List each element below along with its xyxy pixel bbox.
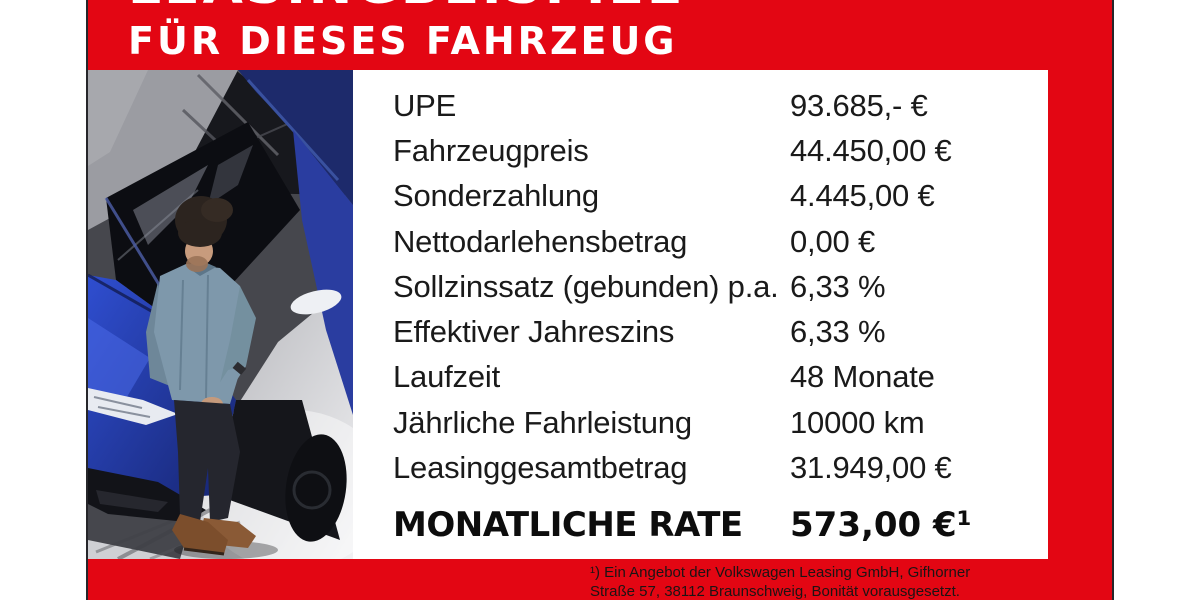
headlight (88, 388, 178, 425)
page-title-cutoff: LEASINGBEISPIEL (128, 0, 683, 12)
row-label: Jährliche Fahrleistung (393, 404, 692, 440)
row-value: 4.445,00 € (790, 178, 935, 214)
row-value: 10000 km (790, 404, 925, 440)
jeans (174, 400, 240, 522)
row-value: 44.450,00 € (790, 132, 952, 168)
row-value: 31.949,00 € (790, 450, 952, 486)
page-subtitle: FÜR DIESES FAHRZEUG (128, 19, 678, 63)
monthly-rate-row: MONATLICHE RATE 573,00 €¹ (393, 500, 1048, 550)
side-mirror (290, 289, 342, 315)
row-label: Leasinggesamtbetrag (393, 450, 688, 486)
row-value: 6,33 % (790, 268, 886, 304)
row-label: Fahrzeugpreis (393, 132, 589, 168)
table-row: Sonderzahlung 4.445,00 € (393, 174, 1048, 219)
row-label: UPE (393, 87, 457, 123)
row-label: Effektiver Jahreszins (393, 314, 675, 350)
boot-left (172, 514, 228, 554)
table-row: Sollzinssatz (gebunden) p.a. 6,33 % (393, 264, 1048, 309)
footnote-line2: Straße 57, 38112 Braunschweig, Bonität v… (590, 583, 960, 600)
front-wheel (285, 434, 347, 542)
table-row: Leasinggesamtbetrag 31.949,00 € (393, 445, 1048, 490)
row-label: Laufzeit (393, 359, 500, 395)
row-value: 0,00 € (790, 223, 875, 259)
row-value: 93.685,- € (790, 87, 928, 123)
row-value: 48 Monate (790, 359, 935, 395)
header: LEASINGBEISPIEL FÜR DIESES FAHRZEUG (88, 0, 1112, 70)
footnote: ¹) Ein Angebot der Volkswagen Leasing Gm… (590, 563, 970, 600)
vehicle-photo (88, 70, 353, 559)
man (146, 196, 278, 559)
footnote-line1: ¹) Ein Angebot der Volkswagen Leasing Gm… (590, 564, 971, 581)
row-value: 6,33 % (790, 314, 886, 350)
table-row: Effektiver Jahreszins 6,33 % (393, 309, 1048, 354)
monthly-rate-label: MONATLICHE RATE (393, 504, 743, 545)
content-band: UPE 93.685,- € Fahrzeugpreis 44.450,00 €… (88, 70, 1112, 559)
table-row: Laufzeit 48 Monate (393, 355, 1048, 400)
leasing-card: LEASINGBEISPIEL FÜR DIESES FAHRZEUG (86, 0, 1114, 600)
row-label: Sollzinssatz (gebunden) p.a. (393, 268, 779, 304)
leasing-table-panel: UPE 93.685,- € Fahrzeugpreis 44.450,00 €… (353, 70, 1048, 559)
vehicle-photo-illustration (88, 70, 353, 559)
wristwatch (232, 361, 247, 375)
table-row: Nettodarlehensbetrag 0,00 € (393, 219, 1048, 264)
row-label: Sonderzahlung (393, 178, 599, 214)
table-row: UPE 93.685,- € (393, 83, 1048, 128)
table-row: Fahrzeugpreis 44.450,00 € (393, 128, 1048, 173)
footer: ¹) Ein Angebot der Volkswagen Leasing Gm… (88, 559, 1112, 600)
monthly-rate-value: 573,00 €¹ (790, 504, 972, 545)
row-label: Nettodarlehensbetrag (393, 223, 688, 259)
table-row: Jährliche Fahrleistung 10000 km (393, 400, 1048, 445)
